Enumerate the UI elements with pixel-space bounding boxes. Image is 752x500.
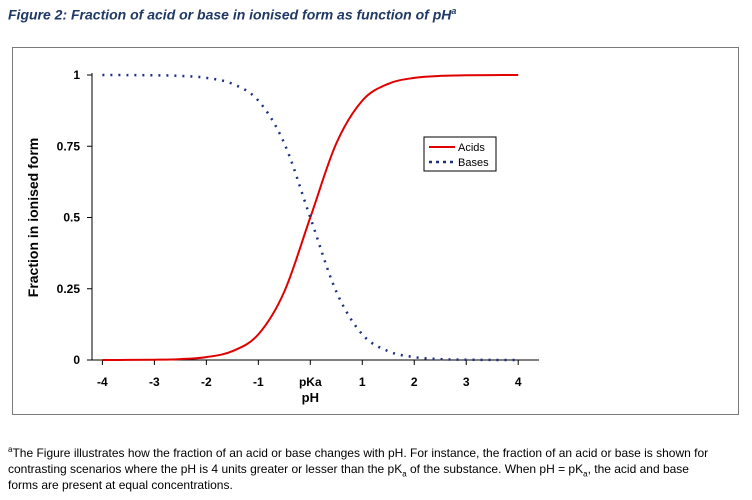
legend-label-acids: Acids	[458, 142, 485, 154]
footnote-sup: a	[8, 445, 13, 454]
y-tick-label: 0.5	[63, 211, 80, 225]
y-tick-label: 0	[73, 353, 80, 367]
footnote-line-3-text: forms are present at equal concentration…	[8, 478, 233, 492]
footnote-line-2b: of the substance. When pH = pK	[406, 462, 584, 476]
legend-box	[423, 136, 497, 172]
footnote-line-3: forms are present at equal concentration…	[8, 477, 744, 493]
footnote-sub-1: a	[402, 469, 407, 479]
chart-frame	[12, 47, 739, 415]
y-axis-label: Fraction in ionised form	[25, 138, 41, 297]
x-tick-label: -3	[149, 375, 160, 389]
x-tick-label: 2	[411, 375, 418, 389]
legend-label-bases: Bases	[458, 157, 489, 169]
x-axis-label: pH	[302, 390, 319, 405]
x-tick-label: -4	[97, 375, 108, 389]
y-tick-label: 0.25	[57, 282, 81, 296]
x-tick-label: pKa	[299, 375, 322, 389]
y-tick-label: 0.75	[57, 139, 81, 153]
footnote-line-2: contrasting scenarios where the pH is 4 …	[8, 461, 744, 479]
figure-title-sup: a	[451, 6, 457, 16]
footnote-line-2c: , the acid and base	[587, 462, 689, 476]
series-line-acids	[102, 74, 519, 361]
footnote-sub-2: a	[583, 469, 588, 479]
footnote-line-2a: contrasting scenarios where the pH is 4 …	[8, 462, 403, 476]
x-tick-label: -2	[201, 375, 212, 389]
figure-title-text: Figure 2: Fraction of acid or base in io…	[8, 6, 452, 23]
x-tick-label: 1	[359, 375, 366, 389]
chart: 0 0.25 0.5 0.75 1 -4 -3 -2 -1 pKa 1 2 3 4 pH Fraction i…	[25, 68, 539, 405]
x-tick-label: 3	[463, 375, 470, 389]
x-tick-label: 4	[515, 375, 522, 389]
footnote-line-1: aThe Figure illustrates how the fraction…	[8, 445, 744, 461]
footnote-line-1-text: The Figure illustrates how the fraction …	[12, 446, 709, 460]
y-tick-label: 1	[73, 68, 80, 82]
figure-title: Figure 2: Fraction of acid or base in io…	[8, 6, 456, 23]
x-tick-label: -1	[253, 375, 264, 389]
footnote: aThe Figure illustrates how the fraction…	[8, 445, 744, 493]
